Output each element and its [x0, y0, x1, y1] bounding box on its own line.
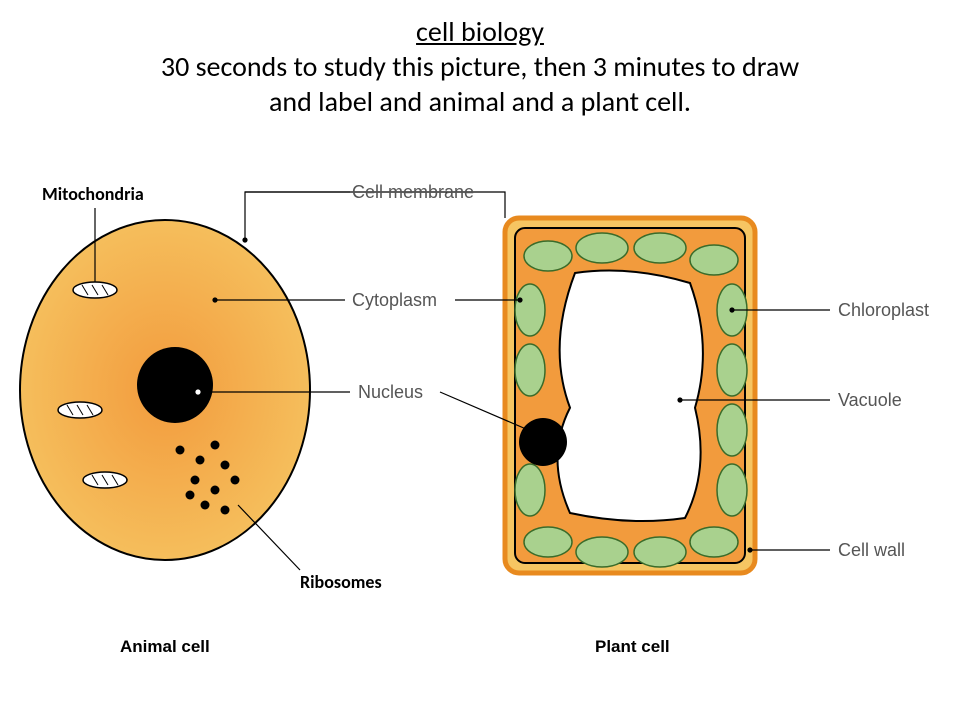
mitochondrion [58, 402, 102, 418]
label-chloroplast: Chloroplast [838, 300, 929, 320]
chloroplast [524, 527, 572, 557]
mitochondrion [83, 472, 127, 488]
title-text: cell biology [416, 14, 544, 49]
chloroplast [576, 233, 628, 263]
diagram-area: Cell membrane Cytoplasm Nucleus Mitochon… [0, 160, 960, 720]
chloroplast [717, 464, 747, 516]
label-cytoplasm: Cytoplasm [352, 290, 437, 310]
chloroplast [515, 284, 545, 336]
ribosome-dot [196, 456, 205, 465]
ribosome-dot [211, 441, 220, 450]
label-nucleus: Nucleus [358, 382, 423, 402]
subtitle-line-2: and label and animal and a plant cell. [0, 84, 960, 119]
animal-nucleus [137, 347, 213, 423]
ribosome-dot [186, 491, 195, 500]
label-vacuole: Vacuole [838, 390, 902, 410]
plant-cell [505, 218, 755, 573]
ribosome-dot [176, 446, 185, 455]
ribosome-dot [201, 501, 210, 510]
chloroplast [524, 241, 572, 271]
cell-diagram-svg: Cell membrane Cytoplasm Nucleus Mitochon… [0, 160, 960, 720]
chloroplast [515, 464, 545, 516]
chloroplast [690, 245, 738, 275]
label-ribosomes: Ribosomes [300, 571, 382, 593]
chloroplast [717, 344, 747, 396]
chloroplast [634, 537, 686, 567]
subtitle-line-1: 30 seconds to study this picture, then 3… [0, 49, 960, 84]
chloroplast [576, 537, 628, 567]
chloroplast [690, 527, 738, 557]
caption-animal: Animal cell [120, 637, 210, 656]
chloroplast [634, 233, 686, 263]
label-cell-membrane: Cell membrane [352, 182, 474, 202]
animal-cell [20, 220, 310, 560]
plant-nucleus [519, 418, 567, 466]
chloroplast [515, 344, 545, 396]
chloroplast [717, 404, 747, 456]
page-title: cell biology [0, 14, 960, 49]
ribosome-dot [221, 461, 230, 470]
label-mitochondria: Mitochondria [42, 183, 144, 205]
plant-vacuole [558, 271, 703, 522]
mitochondrion [73, 282, 117, 298]
ribosome-dot [231, 476, 240, 485]
label-cell-wall: Cell wall [838, 540, 905, 560]
ribosome-dot [221, 506, 230, 515]
ribosome-dot [191, 476, 200, 485]
ribosome-dot [211, 486, 220, 495]
caption-plant: Plant cell [595, 637, 670, 656]
